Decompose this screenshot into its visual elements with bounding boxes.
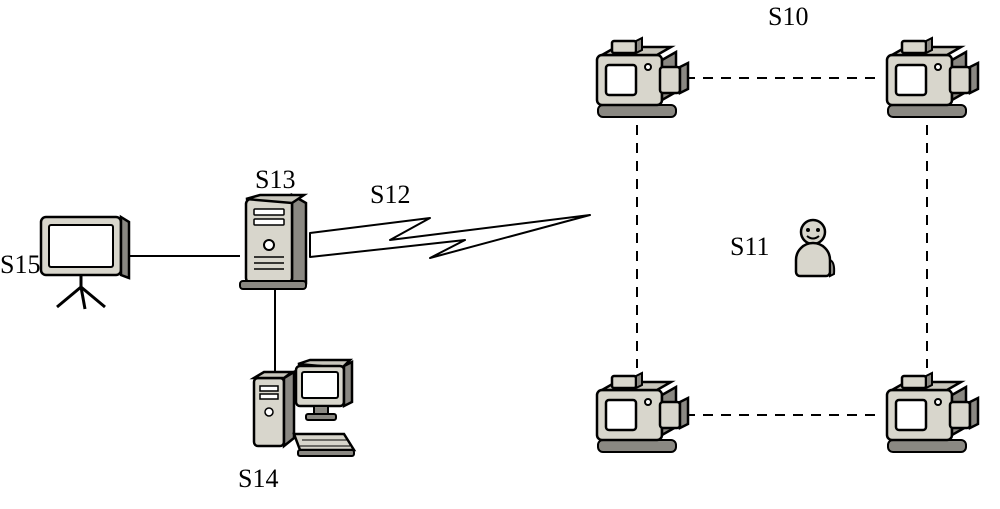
label-s13: S13	[255, 165, 295, 195]
label-s12: S12	[370, 180, 410, 210]
label-s11: S11	[730, 232, 770, 262]
person-icon	[796, 220, 834, 276]
camera-top-left-icon	[597, 38, 688, 117]
camera-top-right-icon	[887, 38, 978, 117]
camera-bottom-left-icon	[597, 373, 688, 452]
server-icon	[240, 195, 306, 289]
camera-bottom-right-icon	[887, 373, 978, 452]
diagram-canvas	[0, 0, 1000, 509]
desktop-icon	[254, 360, 354, 456]
projector-screen-icon	[41, 217, 129, 309]
label-s14: S14	[238, 464, 278, 494]
label-s10: S10	[768, 2, 808, 32]
label-s15: S15	[0, 250, 40, 280]
lightning-link	[310, 215, 590, 258]
